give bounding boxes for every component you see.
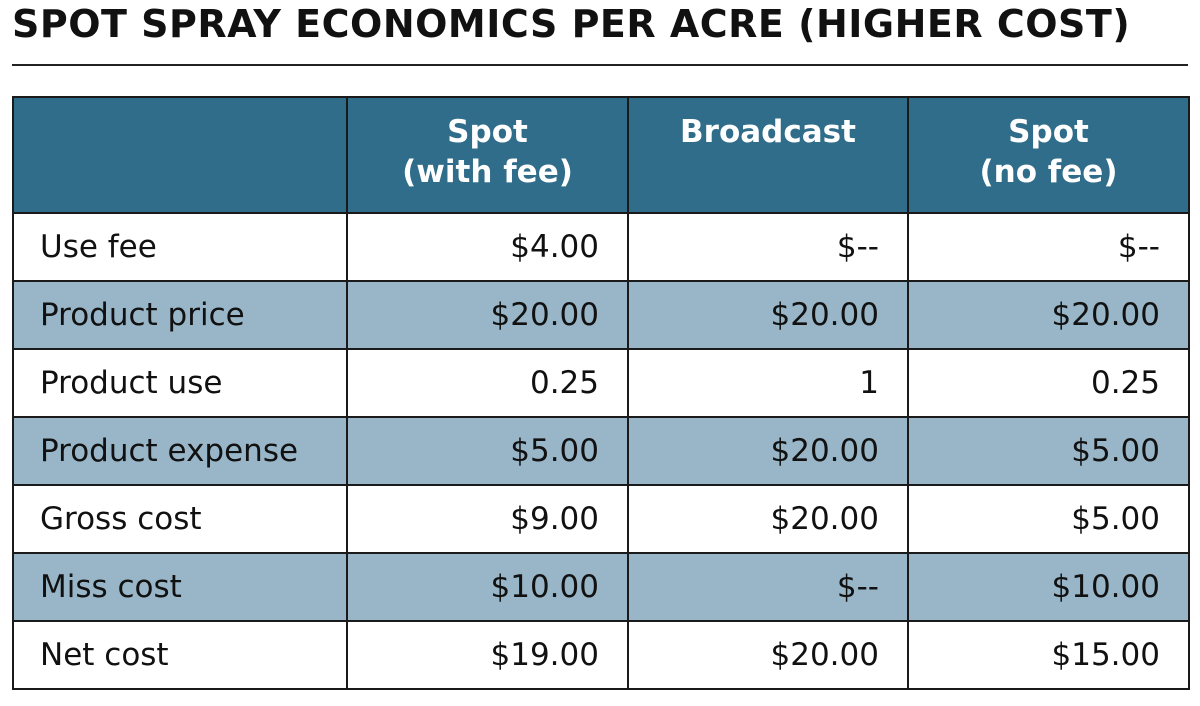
- table-cell: $20.00: [907, 280, 1190, 350]
- row-label: Product use: [12, 348, 348, 418]
- table-cell: $5.00: [907, 484, 1190, 554]
- table-cell: 0.25: [907, 348, 1190, 418]
- table-cell: $10.00: [907, 552, 1190, 622]
- table-row: Use fee $4.00 $-- $--: [12, 212, 1190, 282]
- table-cell: $5.00: [346, 416, 629, 486]
- table-cell: $9.00: [346, 484, 629, 554]
- table-cell: $--: [627, 212, 909, 282]
- table-row: Net cost $19.00 $20.00 $15.00: [12, 620, 1190, 690]
- table-cell: $20.00: [627, 620, 909, 690]
- row-label: Net cost: [12, 620, 348, 690]
- table-row: Product price $20.00 $20.00 $20.00: [12, 280, 1190, 350]
- table-cell: $20.00: [627, 416, 909, 486]
- table-body: Use fee $4.00 $-- $-- Product price $20.00 $20…: [12, 212, 1190, 690]
- header-blank: [12, 96, 348, 214]
- header-line: (no fee): [979, 154, 1118, 190]
- table-cell: $20.00: [346, 280, 629, 350]
- row-label: Miss cost: [12, 552, 348, 622]
- table-row: Gross cost $9.00 $20.00 $5.00: [12, 484, 1190, 554]
- row-label: Product expense: [12, 416, 348, 486]
- table-cell: 1: [627, 348, 909, 418]
- row-label: Gross cost: [12, 484, 348, 554]
- table-cell: $20.00: [627, 484, 909, 554]
- header-line: (with fee): [402, 154, 573, 190]
- table-row: Product expense $5.00 $20.00 $5.00: [12, 416, 1190, 486]
- row-label: Product price: [12, 280, 348, 350]
- table-row: Product use 0.25 1 0.25: [12, 348, 1190, 418]
- table-cell: $15.00: [907, 620, 1190, 690]
- table-cell: $4.00: [346, 212, 629, 282]
- header-broadcast: Broadcast: [627, 96, 909, 214]
- title-divider: [12, 64, 1188, 66]
- table-header-row: Spot (with fee) Broadcast Spot (no fee): [12, 96, 1190, 214]
- header-spot-with-fee: Spot (with fee): [346, 96, 629, 214]
- row-label: Use fee: [12, 212, 348, 282]
- table-row: Miss cost $10.00 $-- $10.00: [12, 552, 1190, 622]
- table-cell: $10.00: [346, 552, 629, 622]
- table-cell: 0.25: [346, 348, 629, 418]
- header-line: Broadcast: [680, 114, 856, 150]
- economics-table: Spot (with fee) Broadcast Spot (no fee) …: [12, 96, 1190, 690]
- table-cell: $20.00: [627, 280, 909, 350]
- header-line: Spot: [447, 114, 528, 150]
- header-line: Spot: [1008, 114, 1089, 150]
- table-cell: $5.00: [907, 416, 1190, 486]
- table-cell: $--: [627, 552, 909, 622]
- header-spot-no-fee: Spot (no fee): [907, 96, 1190, 214]
- table-cell: $--: [907, 212, 1190, 282]
- chart-title: SPOT SPRAY ECONOMICS PER ACRE (HIGHER CO…: [12, 2, 1131, 46]
- table-cell: $19.00: [346, 620, 629, 690]
